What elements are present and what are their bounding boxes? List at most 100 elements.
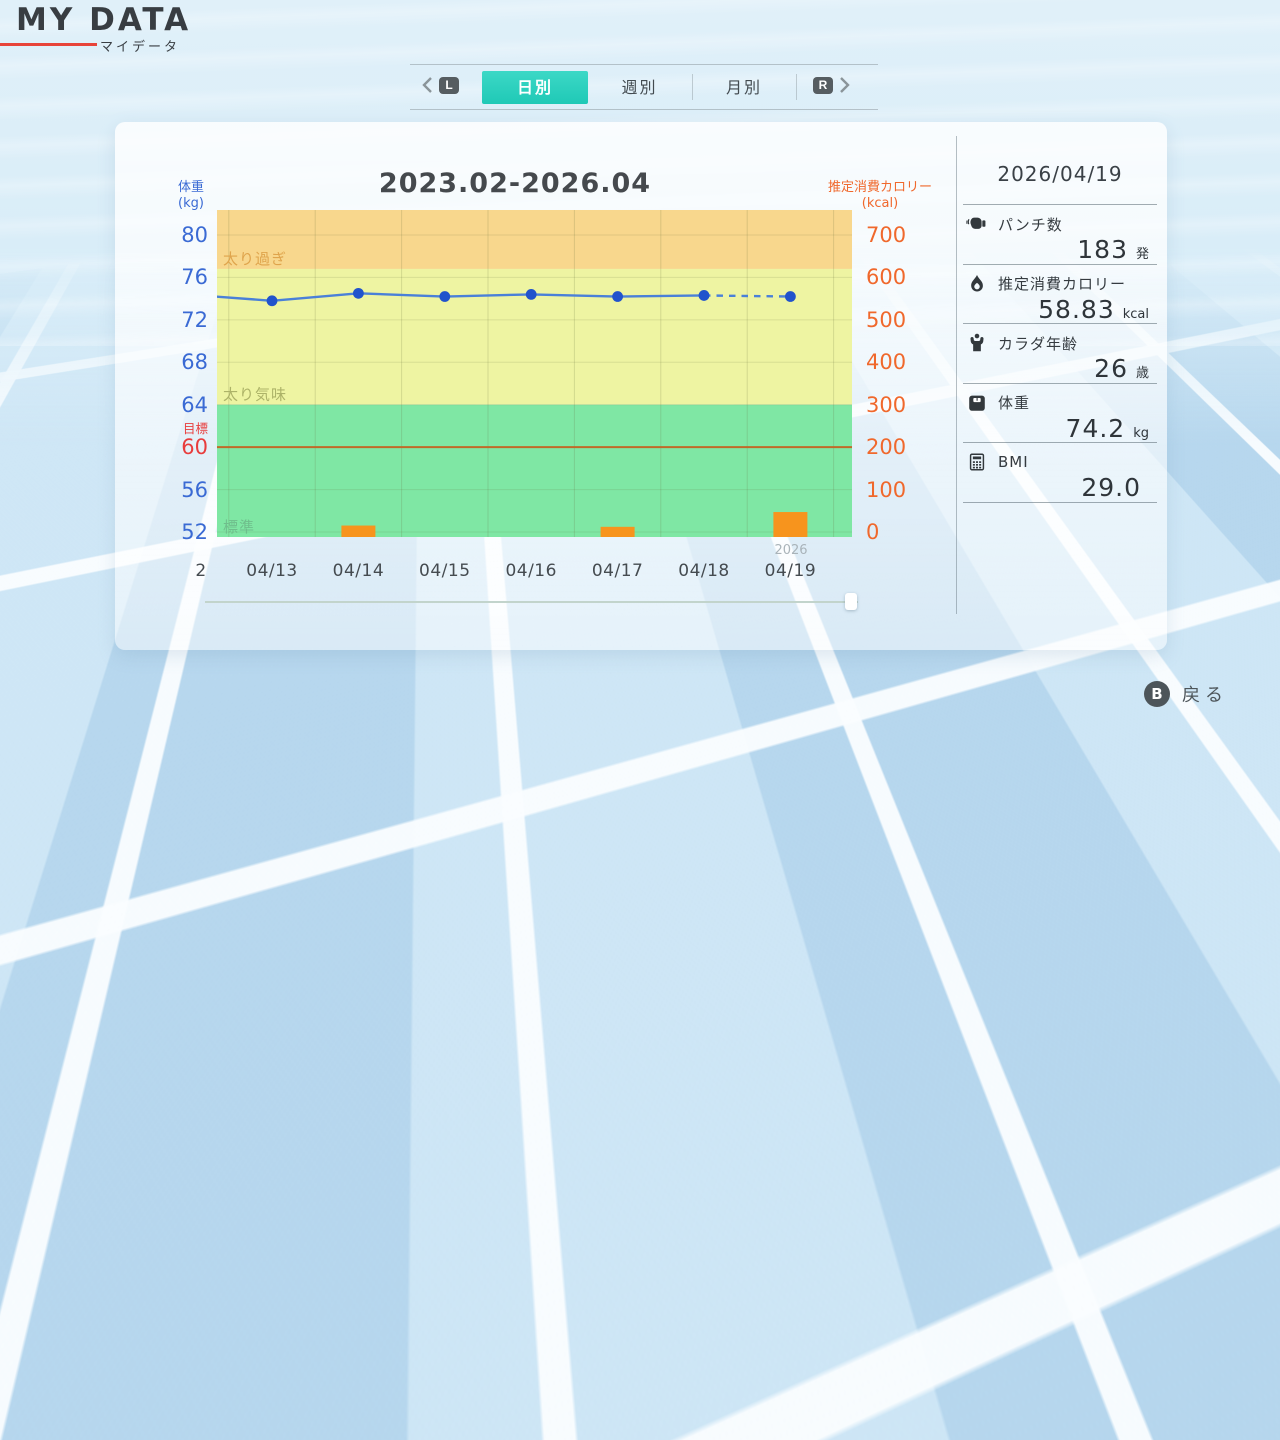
right-axis-title: 推定消費カロリー (kcal) (800, 180, 960, 212)
stat-value: 26 (1094, 354, 1128, 383)
zone-band (217, 404, 852, 537)
stat-label: BMI (998, 453, 1029, 471)
stat-label: パンチ数 (998, 215, 1063, 234)
panel-divider (956, 136, 957, 614)
right-axis-tick: 100 (866, 477, 907, 502)
chevron-right-icon (840, 77, 850, 93)
right-axis-unit: (kcal) (861, 196, 899, 211)
tab-divider (692, 74, 693, 100)
right-axis-tick: 600 (866, 265, 907, 290)
page-subtitle: マイデータ (100, 40, 181, 55)
weight-point (353, 287, 364, 299)
x-axis-label: 04/18 (678, 561, 730, 581)
page-title: MY DATA (16, 2, 192, 38)
logo-underline (0, 43, 97, 46)
back-label: 戻る (1182, 685, 1228, 706)
zone-label: 標準 (223, 518, 255, 536)
right-axis-tick: 400 (866, 350, 907, 375)
b-button-icon: B (1144, 681, 1170, 707)
calorie-bar (600, 526, 635, 537)
x-axis-label: 04/13 (246, 561, 298, 581)
stat-unit: kg (1133, 425, 1149, 441)
calorie-bar (773, 512, 808, 537)
x-axis-label: 04/17 (591, 561, 644, 581)
daily-stats-panel: 2026/04/19 パンチ数 183 発 (963, 162, 1157, 503)
x-axis-label: 2 (195, 561, 207, 581)
right-axis-tick: 700 (866, 223, 907, 247)
weight-point (525, 288, 537, 300)
zone-label: 太り気味 (223, 386, 287, 404)
chart-title: 2023.02-2026.04 (378, 168, 652, 199)
tab-monthly[interactable]: 月別 (692, 71, 796, 104)
stat-row-bmi: BMI 29.0 (963, 443, 1157, 503)
calculator-icon (966, 451, 988, 473)
weight-scale-icon (966, 392, 988, 414)
next-period-button[interactable]: R (813, 76, 850, 94)
weight-line-dashed (703, 294, 791, 298)
stat-value: 58.83 (1038, 294, 1115, 324)
left-axis-tick: 52 (181, 519, 208, 544)
muscle-body-icon (966, 332, 988, 354)
calorie-bar (341, 525, 376, 537)
zone-label: 太り過ぎ (223, 250, 287, 268)
stat-row-body-age: カラダ年齢 26 歳 (963, 324, 1157, 384)
left-axis-tick: 72 (181, 307, 208, 332)
left-axis-tick: 80 (181, 223, 208, 247)
period-tab-bar: L 日別 週別 月別 R (410, 64, 878, 110)
stat-value: 183 (1077, 235, 1128, 264)
x-axis-label: 04/14 (332, 561, 385, 581)
weight-point (612, 291, 623, 302)
stat-row-punches: パンチ数 183 発 (963, 205, 1157, 265)
chevron-left-icon (422, 77, 432, 93)
stat-row-calories: 推定消費カロリー 58.83 kcal (963, 265, 1157, 324)
x-axis-label: 04/15 (419, 561, 471, 581)
right-axis-tick: 300 (866, 392, 907, 417)
chart-scrollbar-track[interactable] (205, 601, 858, 603)
stat-label: 体重 (998, 394, 1031, 412)
prev-period-button[interactable]: L (422, 76, 459, 94)
app-logo: MY DATA マイデータ (0, 2, 192, 55)
stat-value: 74.2 (1065, 413, 1126, 443)
right-axis-tick: 200 (866, 435, 907, 460)
weight-point (439, 291, 451, 302)
weight-point (785, 291, 796, 302)
flame-icon (966, 273, 988, 295)
weight-point (266, 295, 278, 307)
left-axis-tick: 60 (181, 435, 208, 460)
l-button-badge: L (439, 76, 459, 94)
zone-band (217, 210, 852, 269)
selected-date: 2026/04/19 (963, 162, 1157, 205)
left-axis-label: 体重 (177, 180, 204, 195)
stat-label: 推定消費カロリー (998, 275, 1127, 293)
stat-label: カラダ年齢 (998, 334, 1079, 353)
right-axis-tick: 500 (866, 307, 907, 332)
stat-value: 29.0 (1081, 473, 1141, 502)
left-axis-tick: 76 (181, 265, 208, 290)
weight-point (698, 290, 710, 301)
right-axis-tick: 0 (866, 520, 880, 544)
right-axis-label: 推定消費カロリー (827, 180, 932, 195)
r-button-badge: R (813, 76, 833, 94)
tab-daily[interactable]: 日別 (482, 71, 588, 104)
stat-row-weight: 体重 74.2 kg (963, 384, 1157, 443)
x-axis-label: 04/19 (764, 561, 817, 581)
left-axis-tick: 68 (181, 350, 208, 375)
chart-scrollbar-handle[interactable] (845, 593, 857, 610)
tab-weekly[interactable]: 週別 (587, 71, 692, 104)
zone-band (217, 268, 852, 405)
year-label: 2026 (774, 543, 808, 558)
left-axis-title: 体重 (kg) (156, 180, 226, 212)
x-axis-label: 04/16 (505, 561, 557, 581)
stat-unit: 歳 (1135, 366, 1149, 381)
stat-unit: kcal (1122, 306, 1149, 322)
left-axis-unit: (kg) (178, 196, 204, 211)
back-button[interactable]: B 戻る (1144, 681, 1228, 707)
left-axis-tick: 64 (181, 392, 208, 417)
left-axis-tick: 56 (181, 477, 208, 502)
boxing-glove-icon (966, 213, 988, 235)
tab-divider (796, 74, 797, 100)
stat-unit: 発 (1135, 247, 1149, 262)
target-label: 目標 (182, 421, 208, 437)
